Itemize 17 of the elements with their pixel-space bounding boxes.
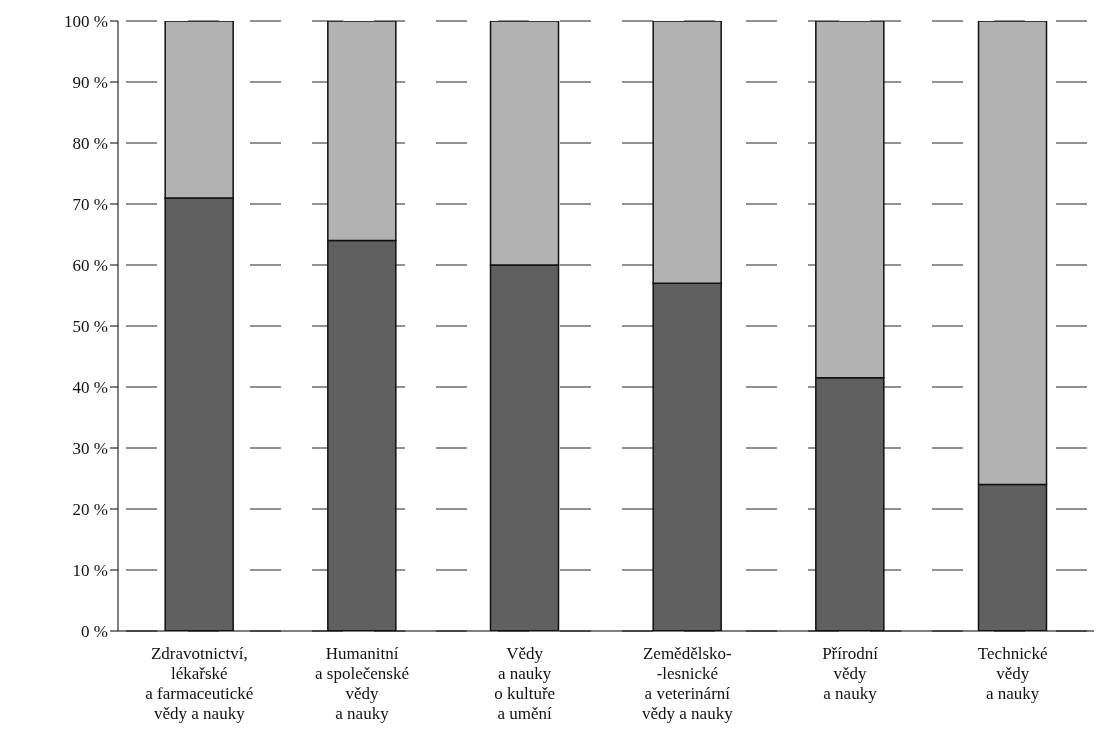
- x-tick-label: Vědy a nauky o kultuře a umění: [494, 644, 556, 723]
- y-tick-label: 10 %: [72, 561, 108, 581]
- y-tick-label: 100 %: [64, 12, 108, 32]
- y-tick-label: 30 %: [72, 439, 108, 459]
- y-tick-label: 50 %: [72, 317, 108, 337]
- y-tick-label: 60 %: [72, 256, 108, 276]
- x-tick-label: Zdravotnictví, lékařské a farmaceutické vědy a nauky: [145, 644, 254, 723]
- y-tick-label: 0 %: [81, 622, 108, 642]
- x-tick-label: Technické vědy a nauky: [977, 644, 1048, 703]
- y-tick-label: 20 %: [72, 500, 108, 520]
- y-tick-label: 70 %: [72, 195, 108, 215]
- x-tick-label: Zemědělsko- -lesnické a veterinární vědy a nauky: [642, 644, 734, 723]
- y-tick-label: 90 %: [72, 73, 108, 93]
- y-tick-label: 40 %: [72, 378, 108, 398]
- x-tick-label: Humanitní a společenské vědy a nauky: [315, 644, 409, 723]
- x-tick-label: Přírodní vědy a nauky: [822, 644, 879, 703]
- y-tick-label: 80 %: [72, 134, 108, 154]
